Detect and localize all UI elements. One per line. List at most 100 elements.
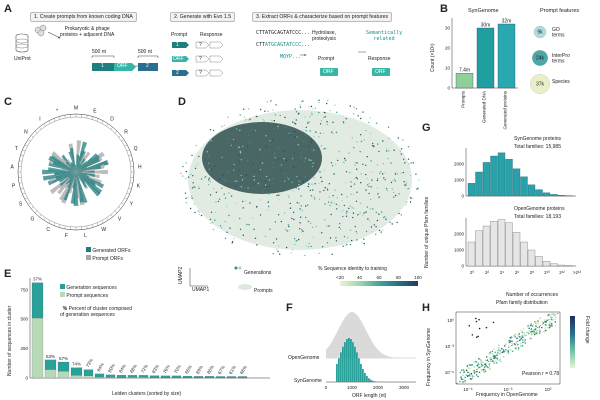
d-point — [308, 121, 310, 123]
d-point — [368, 183, 371, 185]
d-point — [356, 239, 358, 241]
g-open-bar — [535, 256, 543, 267]
d-point — [323, 169, 325, 171]
h-point — [527, 331, 529, 334]
e-gen-bar — [149, 375, 160, 378]
d-point — [285, 126, 287, 129]
c-tick — [59, 116, 61, 120]
nt-right-label: 500 nt — [138, 49, 152, 55]
d-point — [382, 162, 384, 165]
d-point — [291, 181, 293, 184]
d-point — [198, 213, 201, 216]
h-point — [523, 332, 526, 335]
d-point — [407, 158, 410, 160]
c-codon-label: H — [138, 165, 142, 171]
c-codon-label: Q — [134, 146, 138, 152]
h-point — [522, 328, 525, 330]
d-point — [365, 230, 368, 233]
h-point — [531, 332, 533, 335]
d-point — [295, 240, 297, 242]
d-point — [330, 202, 332, 204]
c-tick — [101, 120, 104, 124]
c-gen-wedge — [74, 164, 76, 172]
d-point — [310, 142, 312, 144]
response-label-2: Response — [368, 56, 391, 62]
legend-pct-symbol: % — [62, 306, 68, 312]
d-point — [342, 121, 345, 123]
d-point — [350, 193, 352, 195]
c-tick — [39, 214, 42, 217]
d-point — [198, 187, 200, 190]
c-gen-wedge — [55, 172, 76, 180]
d-point — [298, 188, 300, 190]
d-point — [264, 235, 267, 238]
h-point — [493, 361, 495, 364]
e-gen-bar — [215, 376, 226, 378]
d-point — [239, 114, 241, 116]
h-point — [501, 351, 504, 354]
c-gen-wedge — [76, 172, 86, 183]
e-gen-bar — [105, 374, 116, 378]
d-point — [385, 148, 388, 150]
d-point — [387, 126, 390, 128]
h-point — [476, 374, 479, 377]
d-point — [386, 150, 388, 152]
h-point — [496, 357, 498, 359]
d-point — [192, 182, 194, 184]
h-colorbar — [570, 316, 575, 368]
d-point — [398, 193, 400, 195]
c-codon-label: M — [74, 106, 78, 112]
d-point — [268, 179, 270, 181]
d-point — [367, 121, 370, 124]
d-point — [329, 109, 331, 112]
c-tick — [39, 127, 42, 130]
d-point — [402, 139, 404, 141]
c-codon-label: T — [15, 146, 18, 152]
h-point — [470, 364, 472, 366]
d-point — [239, 228, 242, 230]
d-point — [285, 246, 288, 249]
f-xtick: 3000 — [399, 385, 410, 390]
d-point — [330, 204, 332, 207]
d-point — [226, 137, 228, 139]
d-point — [301, 209, 303, 212]
h-point — [482, 368, 485, 371]
d-point — [191, 197, 193, 199]
d-point — [318, 111, 320, 114]
e-gen-bar — [226, 376, 237, 378]
c-gen-wedge — [76, 154, 101, 172]
d-point — [265, 184, 267, 186]
d-point — [194, 211, 196, 214]
d-point — [328, 225, 330, 227]
database-icon — [15, 33, 29, 53]
d-point — [318, 136, 320, 138]
d-point — [221, 187, 223, 189]
d-point — [370, 186, 372, 188]
c-gen-wedge — [70, 164, 76, 172]
d-point — [208, 177, 210, 179]
e-ytick: 250 — [20, 346, 28, 351]
c-tick — [19, 160, 23, 162]
d-point — [191, 195, 193, 197]
d-point — [203, 176, 206, 179]
b-feature-label: GO — [552, 27, 560, 33]
d-point — [352, 212, 355, 214]
d-point — [294, 108, 296, 110]
panel-f-series2: SynGenome — [294, 378, 322, 384]
d-point — [231, 165, 234, 168]
h-point — [519, 336, 521, 338]
d-point — [189, 207, 192, 210]
d-point — [215, 201, 217, 203]
h-point — [471, 364, 474, 366]
h-ytick: 10⁰ — [447, 318, 454, 323]
b-feature-label: InterPro — [552, 53, 570, 59]
d-point — [240, 159, 242, 161]
e-gen-bar — [160, 375, 171, 378]
c-gen-wedge — [76, 172, 96, 186]
b-bar-value: 30m — [481, 23, 491, 29]
d-point — [272, 166, 275, 168]
d-point — [257, 171, 260, 173]
c-gen-wedge — [69, 147, 76, 172]
d-point — [366, 206, 369, 208]
